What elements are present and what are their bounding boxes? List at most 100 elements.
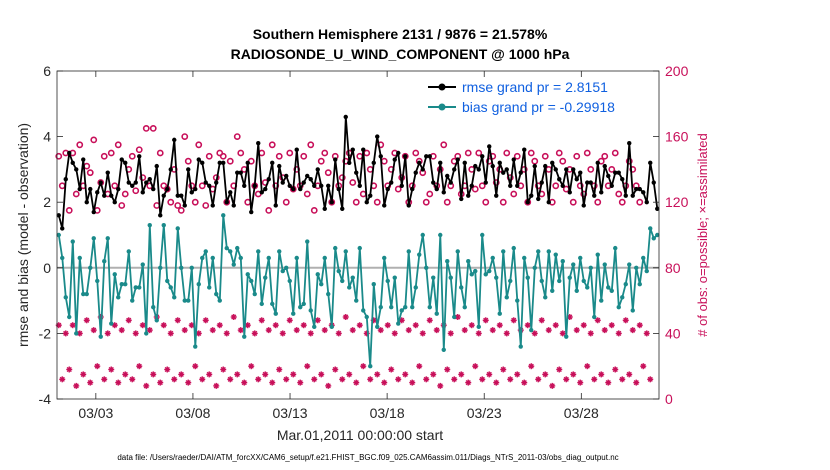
rmse-series-point bbox=[256, 140, 261, 146]
obs-possible-point bbox=[128, 152, 136, 160]
obs-assimilated-point bbox=[286, 317, 293, 324]
obs-assimilated-point bbox=[409, 379, 416, 386]
y-axis-left: -4 -2 0 2 4 6 bbox=[39, 63, 63, 407]
obs-assimilated-point bbox=[608, 322, 615, 329]
bias-series-point bbox=[203, 249, 208, 254]
bias-series-point bbox=[98, 334, 103, 339]
obs-assimilated-point bbox=[622, 317, 629, 324]
x-tick-label: 03/13 bbox=[273, 405, 308, 421]
x-tick-label: 03/28 bbox=[564, 405, 599, 421]
rmse-series-point bbox=[347, 160, 352, 166]
obs-assimilated-point bbox=[83, 317, 90, 324]
bias-series-point bbox=[175, 226, 180, 231]
bias-series-point bbox=[210, 255, 215, 261]
rmse-series-point bbox=[91, 209, 96, 215]
bias-series-point bbox=[116, 295, 121, 300]
bias-series-point bbox=[350, 275, 355, 280]
obs-possible-point bbox=[503, 149, 511, 157]
bias-series-point bbox=[483, 272, 488, 277]
obs-assimilated-point bbox=[167, 330, 174, 337]
obs-assimilated-point bbox=[332, 366, 339, 373]
obs-assimilated-point bbox=[136, 363, 143, 370]
obs-possible-point bbox=[513, 152, 521, 160]
bias-series-point bbox=[490, 255, 495, 261]
obs-assimilated-point bbox=[178, 371, 185, 378]
obs-assimilated-point bbox=[377, 327, 384, 334]
bias-series-point bbox=[158, 265, 163, 270]
obs-possible-point bbox=[352, 198, 360, 206]
obs-possible-point bbox=[576, 182, 584, 190]
bias-series-point bbox=[466, 259, 471, 264]
rmse-series-point bbox=[588, 180, 593, 185]
bias-series-point bbox=[137, 285, 142, 290]
bias-series-point bbox=[592, 314, 597, 320]
rmse-series-point bbox=[648, 160, 653, 166]
bias-series-point bbox=[312, 324, 317, 330]
obs-assimilated-point bbox=[360, 363, 367, 370]
bias-series-point bbox=[441, 347, 446, 352]
obs-assimilated-point bbox=[171, 376, 178, 383]
x-axis: 03/03 03/08 03/13 03/18 03/23 03/28 bbox=[78, 71, 599, 421]
obs-assimilated-point bbox=[125, 317, 132, 324]
bias-series-point bbox=[588, 265, 593, 270]
rmse-series-point bbox=[406, 203, 411, 208]
bias-series-point bbox=[294, 255, 299, 261]
rmse-series-point bbox=[354, 170, 359, 175]
obs-possible-point bbox=[72, 190, 80, 198]
rmse-series-point bbox=[504, 167, 509, 172]
obs-possible-point bbox=[615, 190, 623, 198]
footer-data-file: data file: /Users/raeder/DAI/ATM_forcXX/… bbox=[117, 453, 618, 462]
rmse-series-point bbox=[655, 206, 660, 211]
obs-possible-point bbox=[65, 206, 73, 214]
rmse-series-point bbox=[242, 183, 247, 188]
obs-assimilated-point bbox=[580, 322, 587, 329]
rmse-series-point bbox=[417, 160, 422, 166]
y-right-tick-label: 80 bbox=[665, 260, 681, 276]
obs-assimilated-point bbox=[430, 371, 437, 378]
obs-assimilated-point bbox=[356, 322, 363, 329]
obs-assimilated-point bbox=[507, 376, 514, 383]
obs-assimilated-point bbox=[265, 327, 272, 334]
obs-assimilated-point bbox=[122, 371, 129, 378]
obs-assimilated-point bbox=[227, 376, 234, 383]
obs-assimilated-point bbox=[237, 327, 244, 334]
rmse-series-point bbox=[329, 200, 334, 205]
rmse-series-point bbox=[490, 163, 495, 169]
obs-possible-point bbox=[286, 149, 294, 157]
obs-assimilated-point bbox=[475, 330, 482, 337]
obs-assimilated-point bbox=[115, 379, 122, 386]
bias-series-point bbox=[242, 334, 247, 339]
rmse-series-point bbox=[182, 203, 187, 208]
obs-assimilated-point bbox=[391, 330, 398, 337]
bias-series-point bbox=[459, 285, 464, 290]
rmse-series-point bbox=[602, 163, 607, 169]
bias-series-point bbox=[315, 272, 320, 277]
obs-assimilated-point bbox=[395, 376, 402, 383]
obs-assimilated-point bbox=[647, 376, 654, 383]
bias-series-point bbox=[557, 278, 562, 284]
obs-assimilated-point bbox=[402, 371, 409, 378]
bias-series-point bbox=[399, 308, 404, 313]
chart-title-line1: Southern Hemisphere 2131 / 9876 = 21.578… bbox=[253, 26, 548, 42]
legend-bias-label: bias grand pr = -0.29918 bbox=[462, 99, 615, 115]
rmse-series-point bbox=[445, 173, 450, 179]
obs-assimilated-point bbox=[94, 363, 101, 370]
bias-series-point bbox=[336, 268, 341, 274]
rmse-series-point bbox=[539, 180, 544, 185]
bias-series-point bbox=[438, 232, 443, 238]
rmse-series-point bbox=[560, 183, 565, 188]
obs-possible-point bbox=[107, 149, 115, 157]
rmse-series-point bbox=[343, 114, 348, 120]
rmse-series-point bbox=[371, 160, 376, 166]
obs-possible-point bbox=[440, 141, 448, 149]
obs-assimilated-point bbox=[514, 371, 521, 378]
bias-series-point bbox=[182, 298, 187, 303]
bias-series-point bbox=[536, 249, 541, 254]
rmse-series-point bbox=[357, 183, 362, 188]
rmse-series-point bbox=[266, 177, 271, 182]
rmse-series-point bbox=[466, 193, 471, 198]
bias-series-point bbox=[217, 298, 222, 303]
rmse-series-point bbox=[56, 213, 61, 218]
obs-possible-point bbox=[121, 190, 129, 198]
obs-possible-point bbox=[90, 136, 98, 144]
